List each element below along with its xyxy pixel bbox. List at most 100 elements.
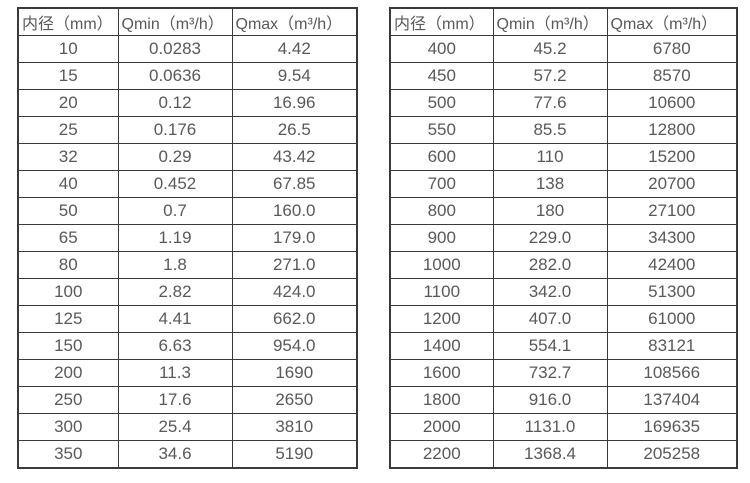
table-cell: 169635	[606, 413, 738, 441]
table-cell: 250	[17, 386, 119, 414]
table-cell: 0.0636	[117, 62, 233, 90]
table-cell: 342.0	[492, 278, 608, 306]
table-cell: 43.42	[231, 143, 358, 171]
table-cell: 6.63	[117, 332, 233, 360]
table-row: 1600 732.7 108566	[389, 359, 738, 387]
table-cell: 300	[17, 413, 119, 441]
table-cell: 45.2	[492, 35, 608, 63]
table-row: 40 0.452 67.85	[17, 170, 358, 198]
table-row: 500 77.6 10600	[389, 89, 738, 117]
table-cell: 138	[492, 170, 608, 198]
table-row: 550 85.5 12800	[389, 116, 738, 144]
table-cell: 83121	[606, 332, 738, 360]
flow-range-tables-container: 内径（mm） Qmin（m³/h） Qmax（m³/h） 10 0.0283 4.4…	[17, 7, 738, 469]
table-cell: 4.42	[231, 35, 358, 63]
table-cell: 65	[17, 224, 119, 252]
table-cell: 27100	[606, 197, 738, 225]
table-row: 250 17.6 2650	[17, 386, 358, 414]
table-cell: 954.0	[231, 332, 358, 360]
table-cell: 77.6	[492, 89, 608, 117]
table-cell: 100	[17, 278, 119, 306]
table-row: 80 1.8 271.0	[17, 251, 358, 279]
table-cell: 2.82	[117, 278, 233, 306]
table-cell: 4.41	[117, 305, 233, 333]
table-cell: 8570	[606, 62, 738, 90]
table-cell: 85.5	[492, 116, 608, 144]
table-cell: 0.0283	[117, 35, 233, 63]
table-row: 200 11.3 1690	[17, 359, 358, 387]
table-row: 50 0.7 160.0	[17, 197, 358, 225]
table-row: 1800 916.0 137404	[389, 386, 738, 414]
table-row: 2200 1368.4 205258	[389, 440, 738, 468]
table-cell: 40	[17, 170, 119, 198]
table-cell: 5190	[231, 440, 358, 468]
table-cell: 0.452	[117, 170, 233, 198]
table-cell: 407.0	[492, 305, 608, 333]
table-cell: 450	[389, 62, 494, 90]
table-cell: 15	[17, 62, 119, 90]
table-cell: 2200	[389, 440, 494, 468]
table-cell: 900	[389, 224, 494, 252]
table-cell: 800	[389, 197, 494, 225]
table-cell: 26.5	[231, 116, 358, 144]
table-row: 20 0.12 16.96	[17, 89, 358, 117]
table-cell: 205258	[606, 440, 738, 468]
table-row: 350 34.6 5190	[17, 440, 358, 468]
table-cell: 732.7	[492, 359, 608, 387]
table-cell: 61000	[606, 305, 738, 333]
table-row: 800 180 27100	[389, 197, 738, 225]
table-cell: 80	[17, 251, 119, 279]
table-cell: 350	[17, 440, 119, 468]
table-row: 700 138 20700	[389, 170, 738, 198]
table-cell: 229.0	[492, 224, 608, 252]
table-row: 600 110 15200	[389, 143, 738, 171]
table-cell: 51300	[606, 278, 738, 306]
table-cell: 424.0	[231, 278, 358, 306]
table-row: 15 0.0636 9.54	[17, 62, 358, 90]
table-cell: 67.85	[231, 170, 358, 198]
header-qmin: Qmin（m³/h）	[492, 7, 608, 36]
diameter-flow-table-large: 内径（mm） Qmin（m³/h） Qmax（m³/h） 400 45.2 6780…	[389, 7, 738, 469]
table-row: 1200 407.0 61000	[389, 305, 738, 333]
table-cell: 0.176	[117, 116, 233, 144]
table-cell: 3810	[231, 413, 358, 441]
table-cell: 20700	[606, 170, 738, 198]
diameter-flow-table-small: 内径（mm） Qmin（m³/h） Qmax（m³/h） 10 0.0283 4.4…	[17, 7, 358, 469]
table-cell: 1.8	[117, 251, 233, 279]
table-cell: 200	[17, 359, 119, 387]
table-cell: 0.12	[117, 89, 233, 117]
table-cell: 271.0	[231, 251, 358, 279]
table-cell: 700	[389, 170, 494, 198]
header-qmax: Qmax（m³/h）	[231, 7, 358, 36]
table-cell: 137404	[606, 386, 738, 414]
table-cell: 500	[389, 89, 494, 117]
table-cell: 10	[17, 35, 119, 63]
table-cell: 12800	[606, 116, 738, 144]
table-cell: 1690	[231, 359, 358, 387]
table-row: 300 25.4 3810	[17, 413, 358, 441]
table-cell: 2000	[389, 413, 494, 441]
table-cell: 34.6	[117, 440, 233, 468]
table-cell: 17.6	[117, 386, 233, 414]
table-body-large: 400 45.2 6780 450 57.2 8570 500 77.6 10600 550 85.…	[389, 35, 738, 468]
table-cell: 125	[17, 305, 119, 333]
table-cell: 32	[17, 143, 119, 171]
table-cell: 1368.4	[492, 440, 608, 468]
table-row: 25 0.176 26.5	[17, 116, 358, 144]
table-cell: 1200	[389, 305, 494, 333]
table-cell: 554.1	[492, 332, 608, 360]
header-qmax: Qmax（m³/h）	[606, 7, 738, 36]
table-cell: 6780	[606, 35, 738, 63]
table-row: 1100 342.0 51300	[389, 278, 738, 306]
table-row: 450 57.2 8570	[389, 62, 738, 90]
table-cell: 600	[389, 143, 494, 171]
table-cell: 50	[17, 197, 119, 225]
table-cell: 25	[17, 116, 119, 144]
table-cell: 9.54	[231, 62, 358, 90]
header-qmin: Qmin（m³/h）	[117, 7, 233, 36]
table-cell: 160.0	[231, 197, 358, 225]
table-row: 10 0.0283 4.42	[17, 35, 358, 63]
table-row: 65 1.19 179.0	[17, 224, 358, 252]
table-cell: 1000	[389, 251, 494, 279]
table-row: 1400 554.1 83121	[389, 332, 738, 360]
